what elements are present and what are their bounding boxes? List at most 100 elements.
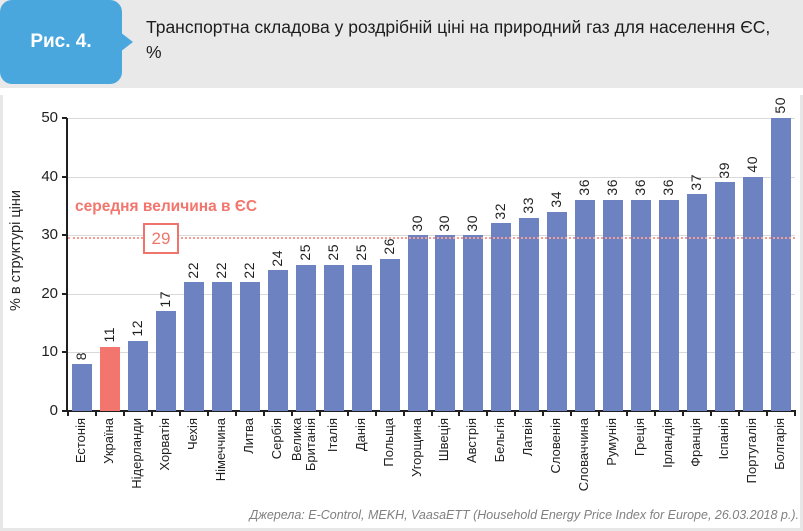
x-axis-label: Сербія: [268, 418, 284, 460]
bar: [323, 264, 344, 411]
x-axis-label: Велика Британія: [288, 418, 318, 472]
x-axis-label: Угорщина: [408, 418, 424, 477]
bar-value-label: 32: [492, 202, 509, 220]
bar: [603, 200, 624, 411]
bar-value-label: 39: [716, 161, 733, 179]
x-axis-label: Італія: [324, 418, 340, 453]
bar: [267, 270, 288, 411]
x-axis-tick: [766, 412, 769, 416]
gridline: [68, 176, 795, 178]
x-axis-tick: [178, 412, 181, 416]
x-axis-tick: [738, 412, 741, 416]
x-axis-label: Франція: [688, 418, 704, 467]
x-axis-label: Україна: [100, 418, 116, 464]
bar-value-label: 24: [268, 249, 285, 267]
x-axis-tick: [542, 412, 545, 416]
x-axis-label: Польща: [380, 418, 396, 467]
x-axis-tick: [794, 412, 796, 416]
x-axis-label: Словенія: [548, 418, 564, 474]
y-axis-tick-label: 40: [41, 167, 58, 185]
x-axis-tick: [150, 412, 153, 416]
x-axis-tick: [290, 412, 293, 416]
x-axis-tick: [458, 412, 461, 416]
x-axis-label: Румунія: [604, 418, 620, 466]
bar-value-label: 25: [324, 243, 341, 261]
bar: [71, 364, 92, 411]
gridline: [68, 235, 795, 237]
y-axis-tick: [62, 410, 67, 412]
x-axis-label: Нідерланди: [128, 418, 144, 489]
bar-value-label: 26: [380, 238, 397, 255]
x-axis-tick: [514, 412, 517, 416]
bar-value-label: 50: [772, 97, 789, 114]
bar: [743, 176, 764, 411]
bar-value-label: 33: [520, 197, 537, 214]
bar: [631, 200, 652, 411]
x-axis-label: Греція: [632, 418, 648, 457]
bar: [183, 282, 204, 411]
x-axis-label: Німеччина: [212, 418, 228, 482]
bar-value-label: 30: [464, 214, 481, 232]
y-axis-tick-label: 50: [41, 109, 58, 126]
x-axis-label: Данія: [352, 418, 368, 452]
x-axis-tick: [682, 412, 685, 416]
x-axis-label: Болгарія: [772, 418, 788, 470]
bar: [155, 311, 176, 411]
bar-value-label: 36: [604, 179, 621, 197]
bar: [295, 264, 316, 411]
x-axis-label: Швеція: [436, 418, 452, 462]
gridline: [68, 293, 795, 295]
x-axis-tick: [654, 412, 657, 416]
x-axis-tick: [122, 412, 125, 416]
x-axis-line: [66, 410, 796, 412]
y-axis-tick: [62, 175, 67, 178]
figure-header: Транспортна складова у роздрібній ціні н…: [0, 0, 803, 88]
gridline: [68, 352, 795, 354]
x-axis-tick: [262, 412, 265, 416]
bar-value-label: 17: [156, 290, 173, 308]
x-axis-label: Чехія: [184, 418, 200, 451]
bar-value-label: 25: [352, 243, 369, 261]
eu-average-value-badge: 29: [143, 223, 179, 254]
x-axis-tick: [234, 412, 237, 416]
y-axis-tick-label: 0: [49, 402, 58, 419]
x-axis-tick: [710, 412, 713, 416]
bar-value-label: 30: [408, 214, 425, 232]
x-axis-tick: [626, 412, 629, 416]
figure-title: Транспортна складова у роздрібній ціні н…: [146, 17, 771, 62]
x-axis-label: Естонія: [72, 418, 88, 464]
x-axis-tick: [374, 412, 377, 416]
bar: [659, 200, 680, 411]
x-axis-tick: [570, 412, 573, 416]
x-axis-label: Литва: [240, 418, 256, 454]
bar: [127, 340, 148, 411]
x-axis-tick: [430, 412, 433, 416]
bar: [491, 223, 512, 411]
x-axis-label: Ірландія: [660, 418, 676, 468]
bar: [575, 200, 596, 411]
bar-value-label: 36: [632, 179, 649, 197]
badge-pointer-icon: [120, 32, 133, 52]
bar: [771, 118, 792, 411]
y-axis-tick: [62, 292, 67, 295]
bar: [239, 282, 260, 411]
y-axis-line: [66, 118, 68, 412]
source-note: Джерела: E-Control, MEKH, VaasaETT (Hous…: [249, 508, 799, 522]
bar-value-label: 36: [576, 179, 593, 197]
bar-value-label: 34: [548, 191, 565, 208]
bar-value-label: 8: [72, 351, 89, 361]
x-axis-tick: [94, 412, 97, 416]
bar: [211, 282, 232, 411]
bar: [547, 211, 568, 411]
gridline: [68, 118, 795, 119]
x-axis-tick: [346, 412, 349, 416]
x-axis-tick: [206, 412, 209, 416]
bar-value-label: 11: [100, 327, 117, 343]
eu-average-line: [68, 237, 795, 240]
y-axis-tick-label: 30: [41, 226, 58, 244]
y-axis-tick: [62, 117, 67, 119]
bar-value-label: 22: [184, 261, 201, 279]
x-axis-label: Словаччина: [576, 418, 592, 492]
